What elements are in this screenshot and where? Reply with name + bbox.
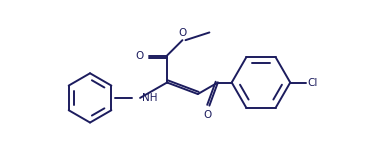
Text: NH: NH (142, 93, 157, 103)
Text: O: O (178, 28, 187, 38)
Text: Cl: Cl (307, 78, 318, 88)
Text: O: O (136, 51, 144, 61)
Text: O: O (203, 110, 211, 120)
